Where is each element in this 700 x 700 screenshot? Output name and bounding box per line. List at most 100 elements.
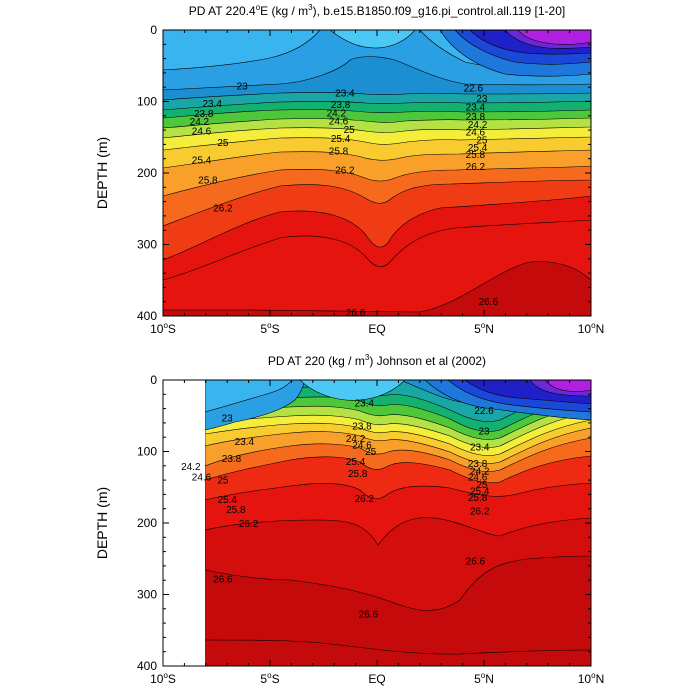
y-tick-label: 200 xyxy=(137,516,157,530)
contour-label: 25.4 xyxy=(331,134,351,145)
contour-label: 26.6 xyxy=(479,297,499,308)
contour-label: 25 xyxy=(365,447,377,458)
contour-label: 23.4 xyxy=(354,398,374,409)
contour-label: 25 xyxy=(217,476,229,487)
contour-labels: 2323.423.824.224.62525.425.826.223.423.8… xyxy=(190,81,499,319)
contour-label: 23 xyxy=(478,426,490,437)
x-tick-label: 10oN xyxy=(578,671,604,686)
contour-label: 26.6 xyxy=(466,556,486,567)
contour-label: 25.4 xyxy=(192,156,212,167)
x-tick-label: 10oS xyxy=(150,671,176,686)
y-tick-label: 300 xyxy=(137,238,157,252)
contour-label: 25.8 xyxy=(198,176,218,187)
contour-label: 23 xyxy=(476,94,488,105)
contour-label: 24.6 xyxy=(192,473,212,484)
contour-label: 25.8 xyxy=(226,505,246,516)
contour-label: 23 xyxy=(222,413,234,424)
contour-label: 25.8 xyxy=(466,150,486,161)
contour-label: 23.4 xyxy=(335,88,355,99)
band-north-5 xyxy=(544,380,591,392)
contour-label: 23.8 xyxy=(222,454,242,465)
contour-label: 25.4 xyxy=(468,143,488,154)
panel-title: PD AT 220 (kg / m3) Johnson et al (2002) xyxy=(268,353,486,368)
band-21.4 xyxy=(299,380,406,401)
x-tick-label: 10oN xyxy=(578,321,604,336)
y-tick-label: 200 xyxy=(137,166,157,180)
y-axis-label: DEPTH (m) xyxy=(94,487,110,559)
contour-label: 26.2 xyxy=(335,166,355,177)
contour-label: 24.2 xyxy=(327,108,347,119)
y-tick-label: 100 xyxy=(137,95,157,109)
contour-label: 26.6 xyxy=(213,574,233,585)
contour-label: 25.4 xyxy=(346,457,366,468)
x-axis: 10oS 5oS EQ 5oN 10oN xyxy=(150,30,604,336)
contour-label: 26.2 xyxy=(354,494,374,505)
contour-label: 26.2 xyxy=(213,204,233,215)
panel-observations: PD AT 220 (kg / m3) Johnson et al (2002) xyxy=(94,353,604,686)
y-axis: 0 100 200 300 400 xyxy=(137,373,591,673)
extra-isopycnal xyxy=(205,639,591,655)
contour-label: 26.6 xyxy=(359,609,379,620)
y-axis: 0 100 200 300 400 xyxy=(137,23,591,323)
contour-label: 24.6 xyxy=(466,128,486,139)
contour-label: 25.4 xyxy=(470,486,490,497)
contour-label: 23.4 xyxy=(202,99,222,110)
contour-label: 24.2 xyxy=(346,434,366,445)
extra-isopycnal xyxy=(163,219,591,281)
contour-label: 25.8 xyxy=(348,469,368,480)
contour-label: 23.8 xyxy=(466,112,486,123)
contour-label: 22.6 xyxy=(464,83,484,94)
contour-label: 25 xyxy=(217,138,229,149)
band-north-5 xyxy=(517,30,591,45)
contour-label: 23.8 xyxy=(468,459,488,470)
panel-model: PD AT 220.4oE (kg / m3), b.e15.B1850.f09… xyxy=(94,3,604,336)
contour-label: 23.8 xyxy=(352,421,372,432)
y-axis-label: DEPTH (m) xyxy=(94,137,110,209)
density-field xyxy=(163,30,591,316)
band-21.8 xyxy=(205,380,293,413)
y-tick-label: 300 xyxy=(137,588,157,602)
y-tick-label: 0 xyxy=(150,23,157,37)
contour-label: 26.2 xyxy=(470,506,490,517)
contour-label: 24.6 xyxy=(329,116,349,127)
contour-label: 24.2 xyxy=(190,117,210,128)
contour-label: 26.2 xyxy=(466,162,486,173)
contour-label: 22.6 xyxy=(474,406,494,417)
density-field xyxy=(205,380,591,666)
x-tick-label: EQ xyxy=(368,322,385,336)
contour-label: 24.2 xyxy=(470,466,490,477)
contour-label: 24.6 xyxy=(352,441,372,452)
contour-label: 24.6 xyxy=(192,126,212,137)
contour-label: 23.4 xyxy=(235,437,255,448)
x-tick-label: 5oS xyxy=(260,321,279,336)
contour-label: 25 xyxy=(476,136,488,147)
y-tick-label: 100 xyxy=(137,445,157,459)
contour-label: 25 xyxy=(476,480,488,491)
contour-label: 23.4 xyxy=(470,443,490,454)
contour-label: 23.4 xyxy=(466,103,486,114)
contour-label: 23 xyxy=(237,81,249,92)
contour-label: 25.8 xyxy=(329,146,349,157)
x-tick-label: 5oS xyxy=(260,671,279,686)
contour-label: 26.2 xyxy=(239,519,259,530)
y-tick-label: 400 xyxy=(137,659,157,673)
contour-label: 24.6 xyxy=(468,473,488,484)
contour-label: 23.8 xyxy=(331,100,351,111)
y-tick-label: 0 xyxy=(150,373,157,387)
x-tick-label: EQ xyxy=(368,672,385,686)
contour-label: 24.2 xyxy=(181,462,201,473)
contour-label: 23.8 xyxy=(194,109,214,120)
contour-label: 24.2 xyxy=(468,120,488,131)
y-tick-label: 400 xyxy=(137,309,157,323)
x-axis: 10oS 5oS EQ 5oN 10oN xyxy=(150,380,604,686)
contour-label: 25.8 xyxy=(468,493,488,504)
x-tick-label: 5oN xyxy=(474,321,494,336)
panel-title: PD AT 220.4oE (kg / m3), b.e15.B1850.f09… xyxy=(189,3,566,18)
x-tick-label: 10oS xyxy=(150,321,176,336)
contour-label: 25 xyxy=(344,125,356,136)
x-tick-label: 5oN xyxy=(474,671,494,686)
band-21.4 xyxy=(329,30,416,49)
